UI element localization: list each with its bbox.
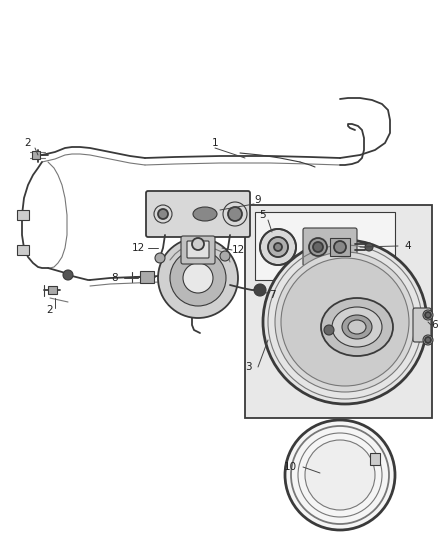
Text: 9: 9 (254, 195, 261, 205)
Text: 12: 12 (231, 245, 245, 255)
Circle shape (260, 229, 296, 265)
Text: 3: 3 (245, 362, 251, 372)
Circle shape (158, 209, 168, 219)
Circle shape (305, 440, 375, 510)
Text: 7: 7 (268, 290, 276, 300)
Bar (140, 271, 154, 283)
Ellipse shape (193, 207, 217, 221)
Bar (48, 286, 57, 294)
Circle shape (365, 243, 373, 251)
Circle shape (313, 242, 323, 252)
Circle shape (425, 337, 431, 343)
Bar (32, 151, 40, 159)
Circle shape (281, 258, 409, 386)
Text: 10: 10 (283, 462, 297, 472)
Circle shape (275, 252, 415, 392)
Text: 8: 8 (112, 273, 118, 283)
Ellipse shape (348, 320, 366, 334)
Ellipse shape (342, 315, 372, 339)
Circle shape (228, 207, 242, 221)
Circle shape (324, 325, 334, 335)
Circle shape (309, 238, 327, 256)
FancyBboxPatch shape (187, 241, 209, 258)
Circle shape (254, 284, 266, 296)
Ellipse shape (332, 307, 382, 347)
Circle shape (220, 251, 230, 261)
Circle shape (423, 310, 433, 320)
Circle shape (183, 263, 213, 293)
Circle shape (158, 238, 238, 318)
Bar (17, 245, 29, 255)
Ellipse shape (321, 298, 393, 356)
Circle shape (425, 312, 431, 318)
Text: 6: 6 (432, 320, 438, 330)
FancyBboxPatch shape (303, 228, 357, 266)
Bar (370, 453, 380, 465)
Circle shape (192, 238, 204, 250)
FancyBboxPatch shape (181, 236, 215, 264)
Circle shape (285, 420, 395, 530)
Bar (330, 238, 350, 256)
Circle shape (63, 270, 73, 280)
FancyBboxPatch shape (146, 191, 250, 237)
Circle shape (268, 237, 288, 257)
Circle shape (155, 253, 165, 263)
Text: 4: 4 (405, 241, 411, 251)
Circle shape (211, 274, 225, 288)
Text: 12: 12 (131, 243, 145, 253)
Bar (245, 205, 432, 418)
Bar (255, 212, 395, 280)
Text: 2: 2 (25, 138, 31, 148)
Bar (17, 210, 29, 220)
FancyBboxPatch shape (413, 308, 431, 342)
Text: 2: 2 (47, 305, 53, 315)
Circle shape (263, 240, 427, 404)
Circle shape (274, 243, 282, 251)
Circle shape (423, 335, 433, 345)
Text: 1: 1 (212, 138, 218, 148)
Text: 5: 5 (260, 210, 266, 220)
Circle shape (334, 241, 346, 253)
Circle shape (170, 250, 226, 306)
